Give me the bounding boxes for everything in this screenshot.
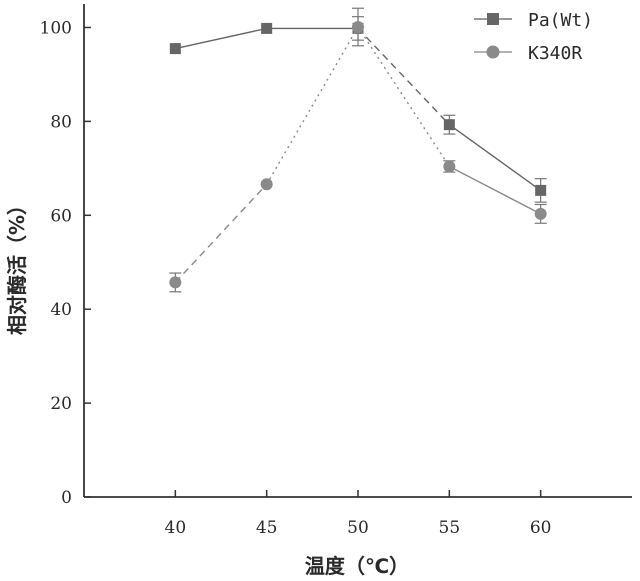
- legend-marker-pa-wt: [487, 13, 499, 25]
- data-point-circle: [443, 160, 455, 172]
- data-point-circle: [261, 178, 273, 190]
- y-tick-label: 40: [50, 300, 72, 320]
- x-axis-title: 温度（℃）: [305, 554, 409, 578]
- legend: Pa(Wt) K340R: [474, 10, 593, 64]
- x-tick-label: 40: [165, 518, 187, 538]
- y-tick-label: 60: [50, 206, 72, 226]
- y-axis-title: 相对酶活（%）: [5, 195, 29, 335]
- series-line-segment: [449, 125, 540, 191]
- data-point-square: [444, 119, 455, 130]
- data-point-square: [261, 23, 272, 34]
- x-tick-label: 55: [439, 518, 461, 538]
- data-point-square: [170, 43, 181, 54]
- y-tick-label: 20: [50, 394, 72, 414]
- plot-area: 0 20 40 60 80 100 40 45 50 55 60: [40, 4, 632, 538]
- y-tick-label: 0: [61, 488, 72, 508]
- legend-label-k340r: K340R: [528, 43, 582, 64]
- data-point-circle: [352, 21, 364, 33]
- series-line-segment: [175, 28, 266, 48]
- data-point-circle: [535, 208, 547, 220]
- x-tick-label: 45: [256, 518, 278, 538]
- series-line-segment: [358, 27, 449, 166]
- series-line-segment: [449, 166, 540, 213]
- legend-label-pa-wt: Pa(Wt): [528, 10, 593, 31]
- legend-marker-k340r: [487, 46, 500, 59]
- y-tick-label: 100: [40, 18, 72, 38]
- series-line-segment: [358, 28, 449, 124]
- series-line-segment: [267, 27, 358, 184]
- x-tick-label: 60: [530, 518, 552, 538]
- x-tick-label: 50: [347, 518, 369, 538]
- y-tick-label: 80: [50, 112, 72, 132]
- series-line-segment: [175, 184, 266, 282]
- data-point-circle: [169, 276, 181, 288]
- data-point-square: [535, 185, 546, 196]
